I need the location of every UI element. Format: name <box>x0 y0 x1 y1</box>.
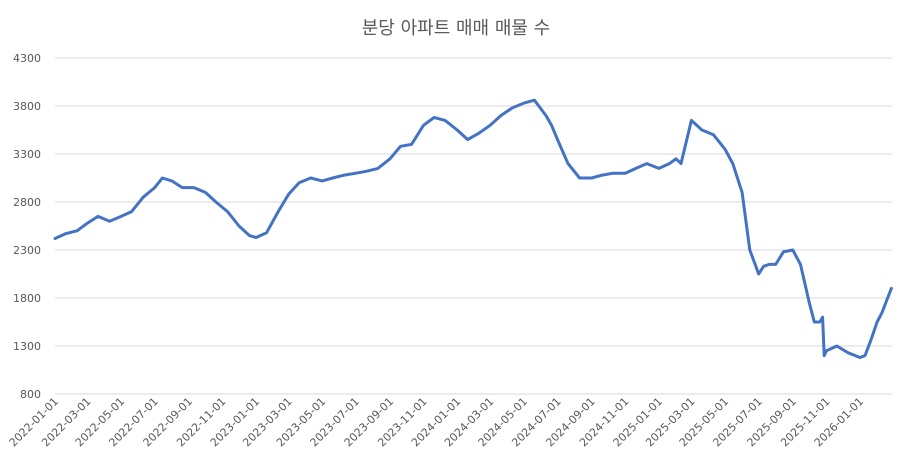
x-axis-ticks: 2022-01-012022-03-012022-05-012022-07-01… <box>7 395 866 449</box>
gridlines <box>55 57 892 395</box>
series-line-0 <box>53 98 893 359</box>
y-tick-label: 2800 <box>13 196 41 209</box>
y-tick-label: 4300 <box>13 52 41 65</box>
y-tick-label: 1800 <box>13 292 41 305</box>
y-tick-label: 3800 <box>13 100 41 113</box>
y-tick-label: 2300 <box>13 244 41 257</box>
chart-title: 분당 아파트 매매 매물 수 <box>362 18 551 39</box>
series-layer <box>53 98 893 359</box>
y-tick-label: 800 <box>20 388 41 401</box>
y-tick-label: 3300 <box>13 148 41 161</box>
y-tick-label: 1300 <box>13 340 41 353</box>
y-axis-ticks: 800 1300 1800 2300 2800 3300 3800 4300 <box>13 52 41 401</box>
